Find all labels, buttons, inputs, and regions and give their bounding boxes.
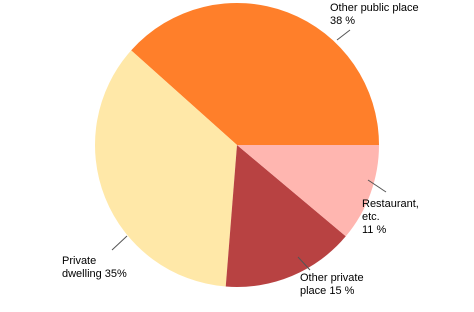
leader-line bbox=[297, 256, 311, 271]
pie-slice bbox=[225, 145, 346, 287]
slice-label: Other private place 15 % bbox=[300, 272, 364, 297]
slice-label: Restaurant, etc. 11 % bbox=[362, 198, 419, 236]
leader-line bbox=[111, 235, 128, 251]
pie-slice bbox=[237, 145, 379, 237]
pie-slice bbox=[131, 3, 379, 146]
leader-line bbox=[367, 179, 387, 193]
leader-line bbox=[336, 29, 351, 41]
slice-label: Other public place 38 % bbox=[330, 2, 419, 27]
slice-label: Private dwelling 35% bbox=[62, 255, 127, 280]
pie-slice bbox=[95, 50, 238, 287]
